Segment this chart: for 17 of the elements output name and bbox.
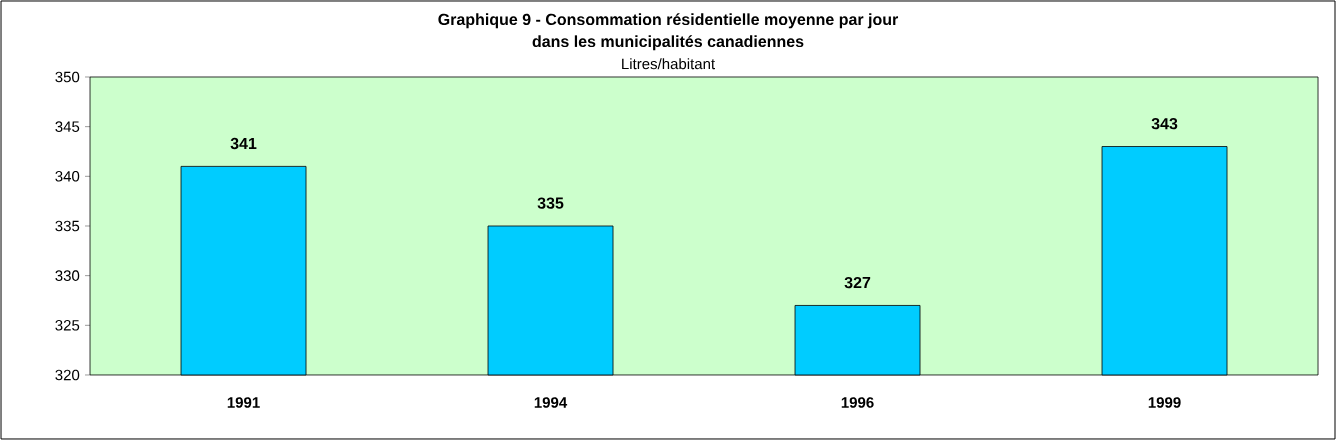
x-tick-label: 1996 [841,397,874,408]
y-tick-label: 350 [55,71,80,83]
chart-subtitle: Litres/habitant [622,58,715,70]
x-tick-label: 1991 [227,397,260,408]
y-tick-label: 340 [55,171,80,182]
x-tick-label: 1994 [534,397,568,408]
y-tick-label: 325 [55,320,80,331]
y-tick-label: 335 [55,220,80,232]
x-tick-label: 1999 [1148,397,1181,408]
data-label: 341 [230,137,257,150]
y-tick-label: 320 [55,369,80,381]
data-label: 327 [844,276,871,289]
y-tick-label: 345 [55,121,80,132]
y-tick-label: 330 [55,270,80,281]
data-label: 343 [1151,117,1178,130]
data-label: 335 [537,197,564,209]
chart-title: Graphique 9 - Consommation résidentielle moyenne par jour dans les municipalités canadiennes [438,13,899,51]
